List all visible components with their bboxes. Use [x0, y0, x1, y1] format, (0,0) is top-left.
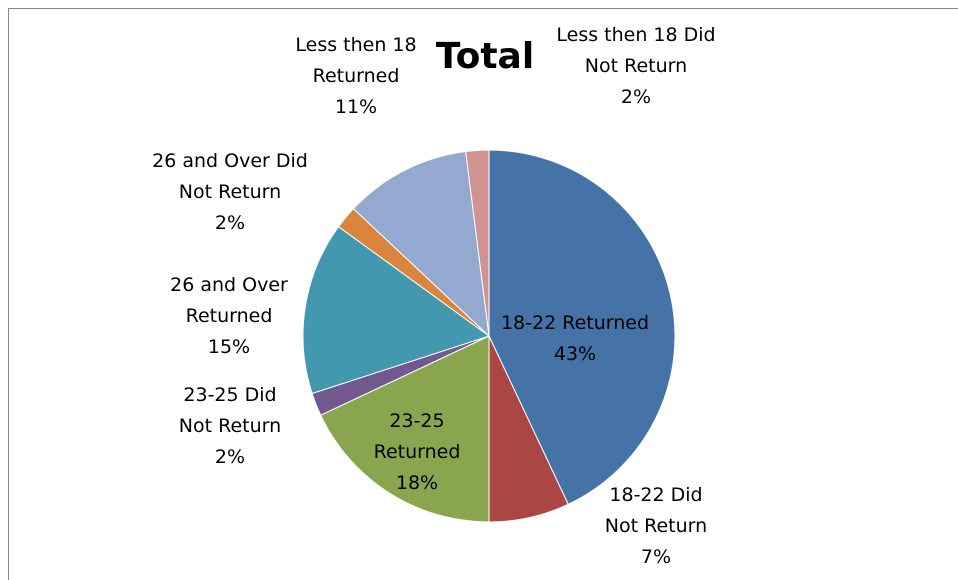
slice-value-label: 15%: [207, 336, 251, 358]
slice-label: 23-25 Did Not Return 2%: [170, 380, 290, 473]
slice-value-label: 2%: [620, 86, 652, 108]
pie-slice: [488, 149, 676, 505]
pie-slice: [465, 149, 490, 337]
slice-value-label: 11%: [334, 96, 378, 118]
pie-slice: [320, 335, 490, 523]
slice-label: Less then 18 Did Not Return 2%: [551, 20, 721, 113]
slice-category-label: 26 and Over Did Not Return: [152, 150, 308, 203]
slice-value-label: 43%: [553, 343, 597, 365]
pie-slice: [352, 150, 490, 338]
slice-value-label: 7%: [640, 546, 672, 568]
slice-category-label: Less then 18 Returned: [295, 34, 417, 87]
slice-label: 23-25 Returned 18%: [357, 406, 477, 499]
slice-category-label: 18-22 Did Not Return: [604, 484, 708, 537]
pie-slice: [302, 225, 491, 395]
slice-label: 26 and Over Did Not Return 2%: [150, 146, 310, 239]
slice-category-label: 18-22 Returned: [500, 312, 650, 334]
slice-label: 26 and Over Returned 15%: [169, 270, 289, 363]
slice-label: 18-22 Returned 43%: [480, 308, 670, 370]
slice-value-label: 2%: [214, 446, 246, 468]
slice-category-label: 23-25 Returned: [373, 410, 461, 463]
slice-label: Less then 18 Returned 11%: [286, 30, 426, 123]
slice-value-label: 2%: [214, 212, 246, 234]
slice-category-label: Less then 18 Did Not Return: [556, 24, 716, 77]
slice-category-label: 26 and Over Returned: [170, 274, 288, 327]
slice-category-label: 23-25 Did Not Return: [178, 384, 282, 437]
slice-label: 18-22 Did Not Return 7%: [596, 480, 716, 573]
chart-title: Total: [435, 36, 535, 77]
slice-value-label: 18%: [395, 472, 439, 494]
